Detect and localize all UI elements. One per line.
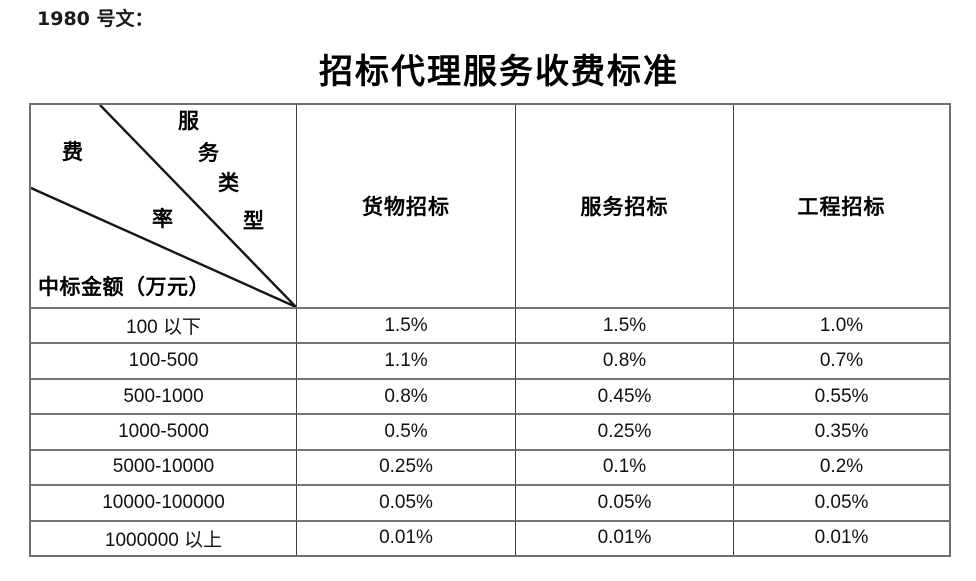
diagonal-line-lower bbox=[31, 186, 296, 307]
document-number: 1980 号文： bbox=[37, 8, 154, 30]
fee-cell: 0.5% bbox=[296, 413, 515, 449]
fee-cell: 0.8% bbox=[515, 342, 733, 378]
page-title: 招标代理服务收费标准 bbox=[319, 54, 679, 91]
diag-char-service-type-4: 型 bbox=[243, 209, 264, 233]
fee-cell: 0.01% bbox=[515, 519, 733, 555]
fee-cell: 1.5% bbox=[515, 307, 733, 343]
diag-char-service-type-1: 服 bbox=[178, 109, 199, 133]
diag-char-service-type-2: 务 bbox=[198, 141, 219, 165]
fee-rate-table: 服 费 务 类 率 型 中标金额（万元） 货物招标 服务招标 工程招标 100 … bbox=[29, 103, 951, 557]
diagonal-header-cell: 服 费 务 类 率 型 中标金额（万元） bbox=[31, 105, 296, 307]
row-label-10000-100000: 10000-100000 bbox=[31, 484, 296, 519]
diagonal-line-upper bbox=[99, 105, 296, 307]
fee-cell: 0.25% bbox=[515, 413, 733, 449]
diag-char-fee-rate-2: 率 bbox=[152, 207, 173, 231]
fee-cell: 0.45% bbox=[515, 377, 733, 414]
row-label-100-500: 100-500 bbox=[31, 342, 296, 377]
row-label-under-100: 100 以下 bbox=[31, 307, 296, 342]
row-label-500-1000: 500-1000 bbox=[31, 377, 296, 413]
diag-label-bid-amount: 中标金额（万元） bbox=[38, 275, 210, 299]
fee-cell: 0.25% bbox=[296, 448, 515, 485]
row-label-over-1000000: 1000000 以上 bbox=[31, 519, 296, 555]
fee-cell: 0.01% bbox=[733, 519, 949, 555]
diag-char-fee-rate-1: 费 bbox=[62, 140, 83, 164]
diagonal-lines bbox=[31, 105, 296, 307]
fee-cell: 1.0% bbox=[733, 307, 949, 343]
row-label-1000-5000: 1000-5000 bbox=[31, 413, 296, 448]
fee-cell: 0.01% bbox=[296, 519, 515, 555]
fee-cell: 1.5% bbox=[296, 307, 515, 343]
fee-cell: 0.1% bbox=[515, 448, 733, 485]
row-label-5000-10000: 5000-10000 bbox=[31, 448, 296, 484]
column-header-goods-bidding: 货物招标 bbox=[296, 105, 515, 307]
diag-char-service-type-3: 类 bbox=[218, 171, 239, 195]
fee-cell: 0.2% bbox=[733, 448, 949, 485]
fee-cell: 0.7% bbox=[733, 342, 949, 378]
fee-cell: 0.8% bbox=[296, 377, 515, 414]
column-header-services-bidding: 服务招标 bbox=[515, 105, 733, 307]
fee-cell: 1.1% bbox=[296, 342, 515, 378]
fee-cell: 0.05% bbox=[733, 484, 949, 520]
fee-cell: 0.05% bbox=[515, 484, 733, 520]
fee-cell: 0.05% bbox=[296, 484, 515, 520]
fee-cell: 0.55% bbox=[733, 377, 949, 414]
column-header-works-bidding: 工程招标 bbox=[733, 105, 949, 307]
fee-cell: 0.35% bbox=[733, 413, 949, 449]
